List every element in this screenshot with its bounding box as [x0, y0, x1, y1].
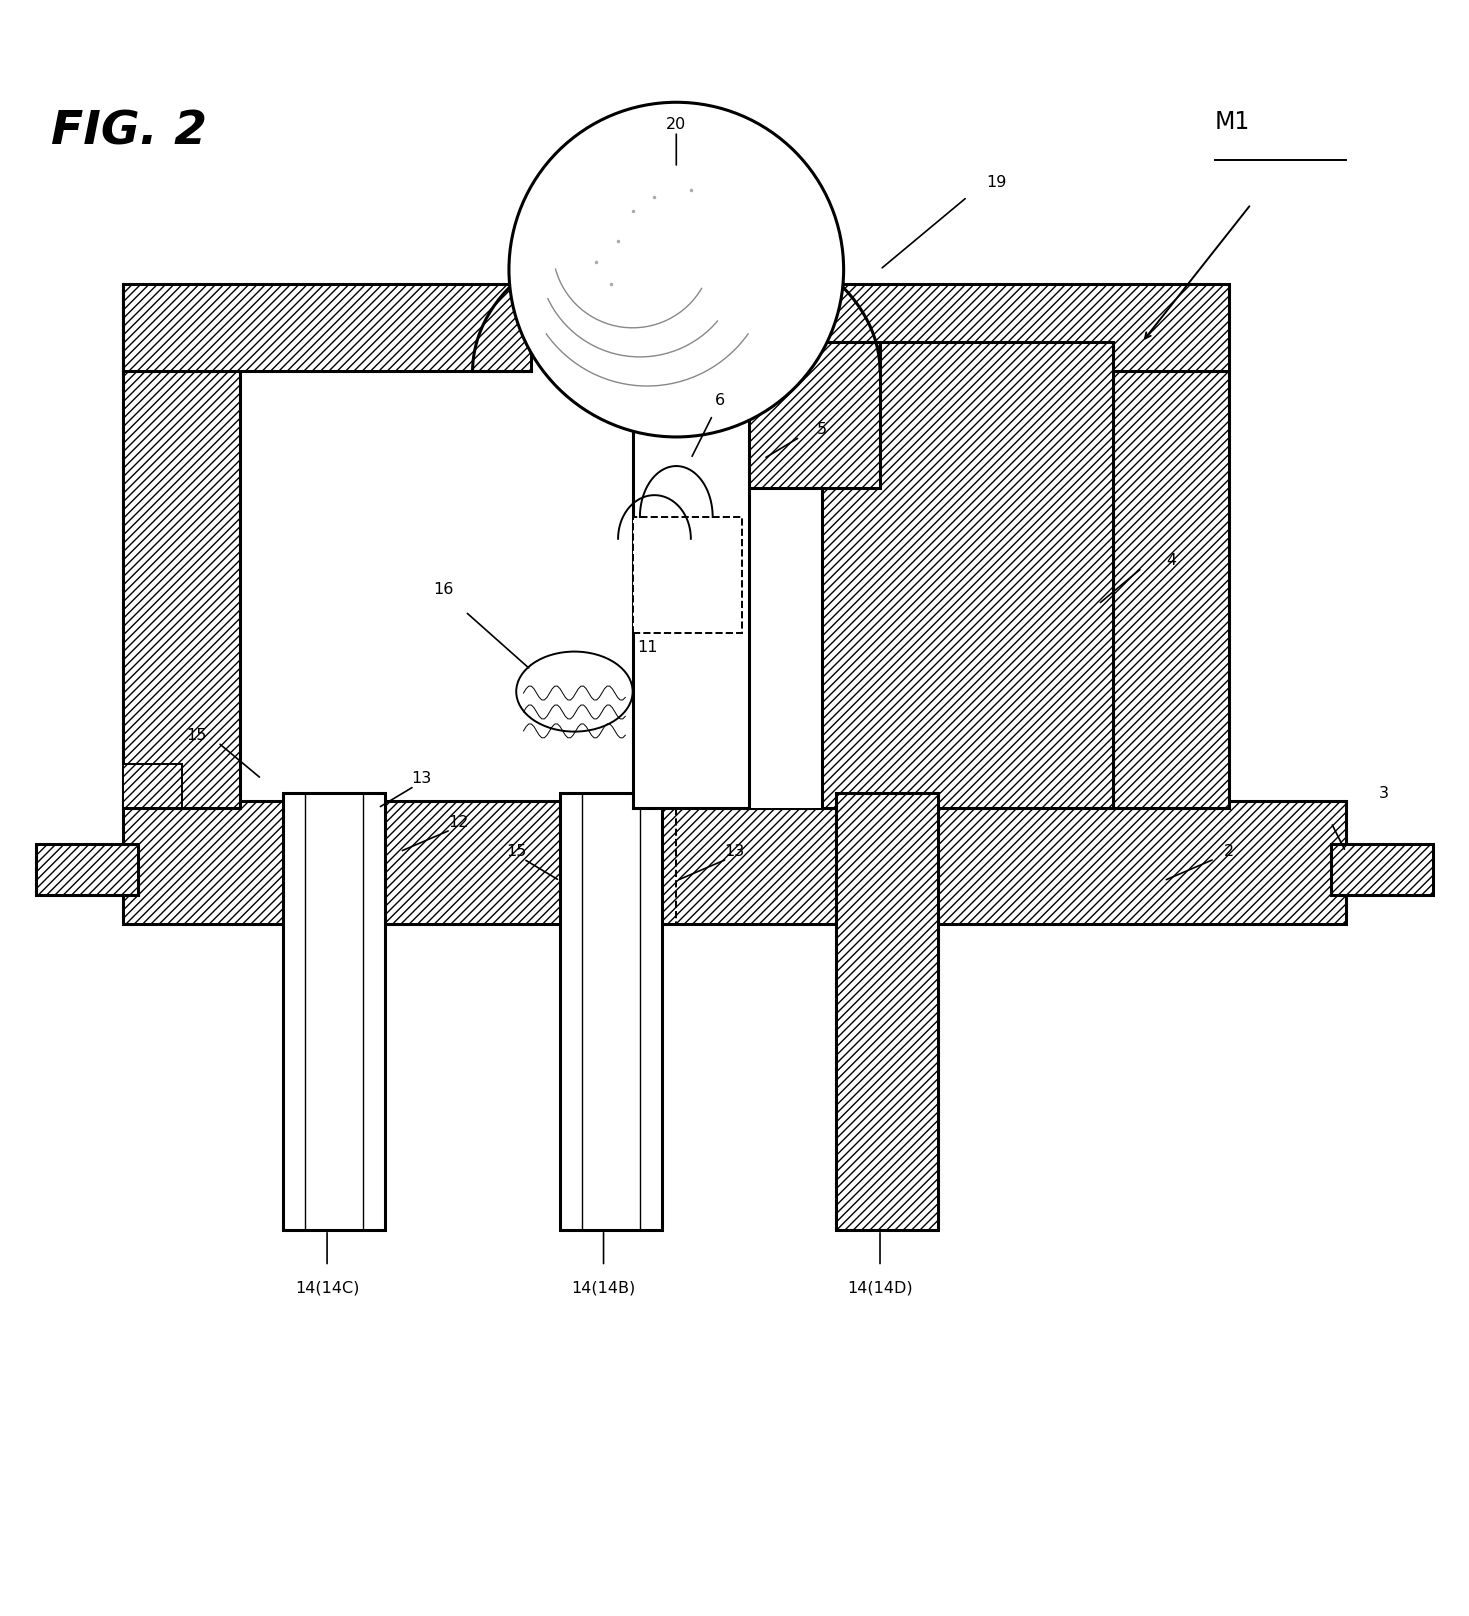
Bar [560, 793, 661, 1230]
Text: 15: 15 [505, 844, 526, 860]
Bar [284, 793, 385, 1230]
Bar [821, 284, 1230, 372]
Text: 20: 20 [665, 116, 686, 131]
Circle shape [508, 102, 843, 436]
Text: 6: 6 [715, 393, 726, 409]
Bar [734, 343, 880, 488]
Text: 13: 13 [724, 844, 745, 860]
Text: 14(14D): 14(14D) [848, 1281, 912, 1296]
Ellipse shape [516, 651, 633, 732]
Text: 4: 4 [1166, 553, 1177, 569]
Bar [836, 793, 939, 1230]
Text: 14(14B): 14(14B) [571, 1281, 636, 1296]
Text: 19: 19 [986, 175, 1006, 189]
Bar [1331, 845, 1432, 895]
Bar [123, 284, 530, 372]
Bar [123, 372, 239, 808]
Text: 14(14C): 14(14C) [295, 1281, 360, 1296]
Text: 2: 2 [1224, 844, 1234, 860]
Bar [633, 343, 749, 808]
Bar [37, 845, 138, 895]
Text: 11: 11 [638, 640, 658, 656]
Bar [1114, 372, 1230, 808]
Text: 13: 13 [411, 771, 432, 787]
Text: FIG. 2: FIG. 2 [50, 110, 207, 155]
Bar [123, 800, 1346, 924]
Bar [633, 517, 742, 633]
Text: 12: 12 [448, 814, 469, 831]
Text: 15: 15 [187, 727, 206, 743]
Bar [123, 764, 182, 808]
Text: 5: 5 [817, 422, 827, 438]
Text: 16: 16 [433, 582, 454, 598]
Bar [734, 343, 821, 808]
Text: M1: M1 [1215, 110, 1250, 134]
Text: 3: 3 [1379, 785, 1390, 802]
Bar [734, 343, 1114, 808]
